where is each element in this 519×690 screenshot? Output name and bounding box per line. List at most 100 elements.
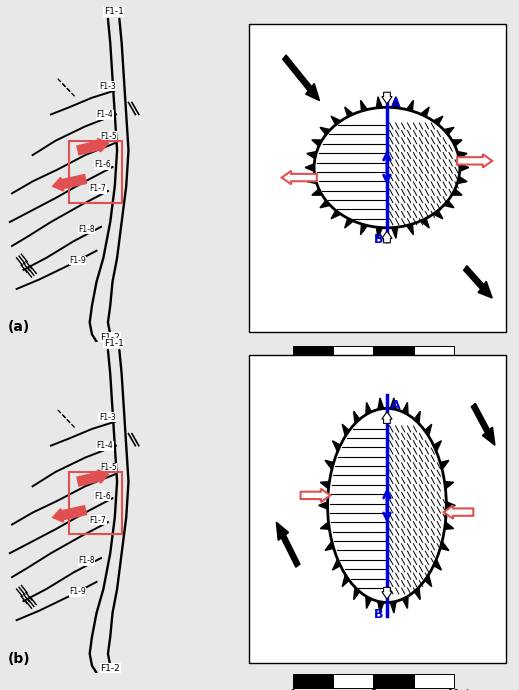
Polygon shape [325, 460, 334, 469]
Text: F1-8: F1-8 [78, 225, 95, 234]
Text: F1-1: F1-1 [104, 339, 124, 348]
Polygon shape [354, 411, 360, 424]
Bar [414, 674, 455, 688]
Polygon shape [460, 164, 469, 171]
FancyArrow shape [276, 522, 300, 567]
Polygon shape [433, 559, 442, 570]
Polygon shape [325, 542, 334, 551]
Polygon shape [445, 522, 454, 529]
Polygon shape [392, 227, 398, 238]
Bar [333, 346, 374, 360]
Text: B: B [374, 608, 383, 621]
Polygon shape [342, 575, 349, 586]
Polygon shape [378, 398, 384, 409]
Text: km: km [465, 689, 481, 690]
Text: 10: 10 [448, 362, 460, 371]
Polygon shape [445, 482, 454, 489]
Polygon shape [320, 482, 330, 489]
Polygon shape [378, 602, 384, 613]
Bar [69, 141, 121, 203]
Text: A: A [391, 399, 401, 411]
Polygon shape [312, 189, 322, 195]
Text: 10: 10 [448, 689, 460, 690]
Bar [374, 674, 414, 688]
Text: F1-6: F1-6 [94, 492, 111, 501]
Text: F1-3: F1-3 [99, 81, 116, 90]
Polygon shape [425, 424, 432, 436]
Bar [293, 346, 333, 360]
Ellipse shape [327, 408, 446, 602]
Polygon shape [342, 424, 349, 436]
FancyArrow shape [382, 92, 392, 104]
FancyArrow shape [283, 55, 320, 101]
Text: F1-9: F1-9 [69, 256, 86, 265]
FancyArrow shape [301, 489, 330, 502]
Polygon shape [457, 152, 467, 159]
Text: 5: 5 [371, 689, 377, 690]
Polygon shape [457, 177, 467, 184]
Text: A: A [391, 97, 401, 110]
Polygon shape [331, 116, 341, 125]
Polygon shape [433, 210, 443, 219]
Text: F1-9: F1-9 [69, 587, 86, 596]
Polygon shape [331, 210, 341, 219]
Polygon shape [366, 596, 372, 609]
Polygon shape [345, 107, 353, 117]
Polygon shape [312, 140, 322, 146]
Text: F1-5: F1-5 [100, 132, 117, 141]
Text: 5: 5 [371, 362, 377, 371]
Polygon shape [452, 189, 462, 195]
Text: (b): (b) [7, 651, 30, 666]
Polygon shape [414, 411, 420, 424]
Text: F1-4: F1-4 [97, 110, 113, 119]
Polygon shape [305, 164, 314, 171]
Ellipse shape [314, 107, 460, 228]
Polygon shape [403, 402, 408, 415]
Text: F1-8: F1-8 [78, 556, 95, 565]
Text: (a): (a) [7, 320, 30, 335]
Polygon shape [433, 441, 442, 452]
Polygon shape [420, 107, 429, 117]
Polygon shape [320, 522, 330, 529]
Polygon shape [361, 224, 367, 235]
Polygon shape [366, 402, 372, 415]
Polygon shape [319, 502, 327, 509]
Polygon shape [406, 100, 414, 111]
Polygon shape [440, 460, 449, 469]
Polygon shape [376, 227, 383, 238]
Polygon shape [345, 218, 353, 228]
FancyArrow shape [77, 139, 108, 155]
Polygon shape [440, 542, 449, 551]
FancyArrow shape [282, 171, 317, 184]
Polygon shape [307, 152, 317, 159]
FancyArrow shape [53, 506, 86, 522]
Bar [414, 346, 455, 360]
Bar [293, 674, 333, 688]
Polygon shape [433, 116, 443, 125]
Polygon shape [414, 587, 420, 600]
Polygon shape [452, 140, 462, 146]
Polygon shape [354, 587, 360, 600]
Bar [374, 346, 414, 360]
Polygon shape [420, 218, 429, 228]
Polygon shape [320, 201, 330, 208]
Polygon shape [361, 100, 367, 111]
Text: 0: 0 [290, 362, 296, 371]
FancyArrow shape [382, 231, 392, 243]
FancyArrow shape [382, 412, 392, 424]
Polygon shape [333, 441, 340, 452]
Text: F1-4: F1-4 [97, 442, 113, 451]
Bar [69, 472, 121, 534]
Text: F1-6: F1-6 [94, 161, 111, 170]
Text: F1-1: F1-1 [104, 8, 124, 17]
Polygon shape [446, 502, 455, 509]
Polygon shape [406, 224, 414, 235]
Polygon shape [333, 559, 340, 570]
FancyArrow shape [457, 154, 492, 168]
Text: 0: 0 [290, 689, 296, 690]
Polygon shape [320, 128, 330, 135]
FancyArrow shape [471, 404, 495, 445]
Polygon shape [390, 602, 396, 613]
Polygon shape [307, 177, 317, 184]
Polygon shape [392, 97, 398, 108]
